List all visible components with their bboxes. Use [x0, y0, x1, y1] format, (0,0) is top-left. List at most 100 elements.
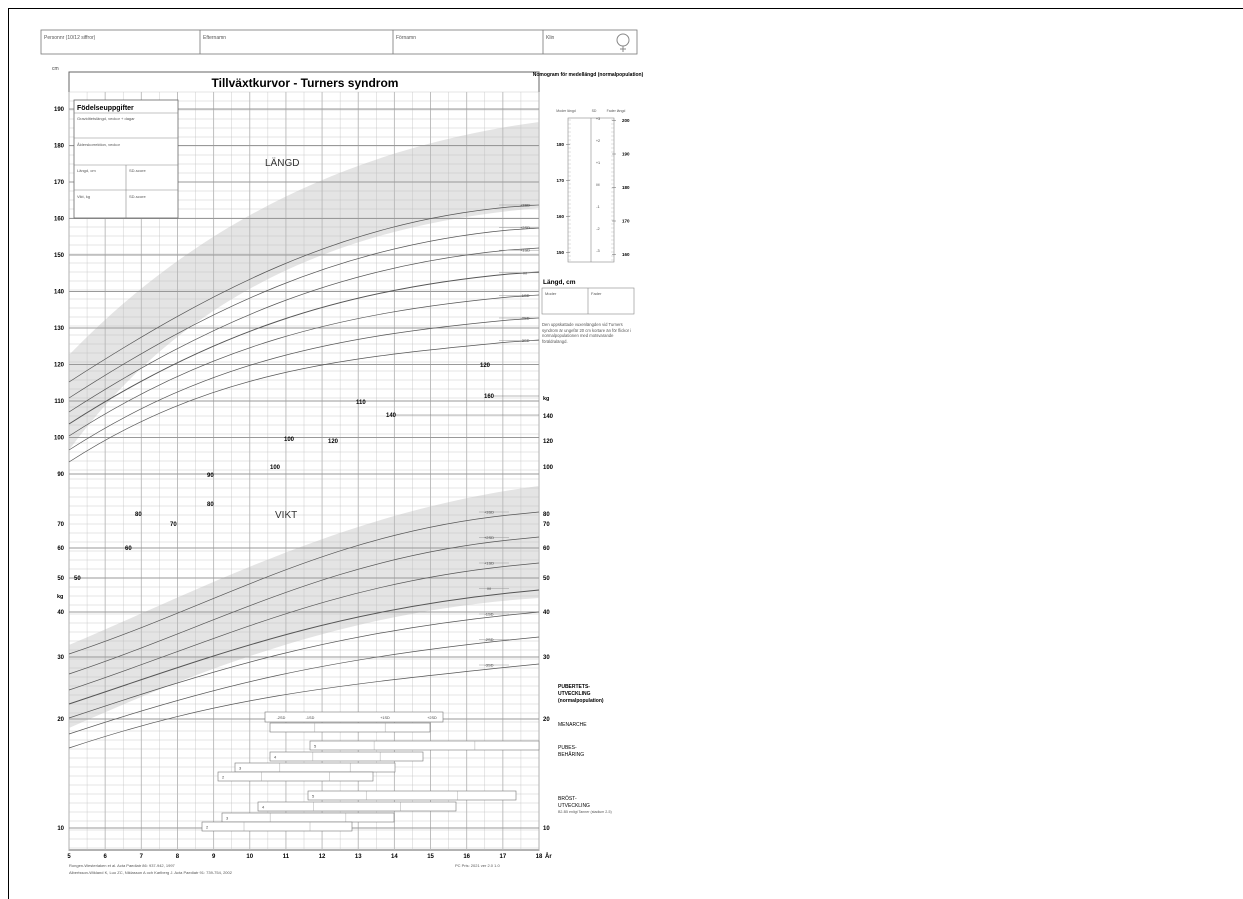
age-tick-label: 15 — [427, 854, 434, 860]
interior-scale-label: 50 — [74, 576, 81, 582]
birth-weight-label: Vikt, kg — [77, 194, 90, 199]
height-tick-label: 160 — [54, 217, 65, 223]
weight-tick-label-left: 60 — [57, 546, 64, 552]
personnr-field[interactable]: Personnr (10/12 siffror) — [44, 35, 96, 41]
height-tick-label: 150 — [54, 253, 65, 259]
pubes-label-1: PUBES- — [558, 745, 577, 751]
interior-scale-label: 120 — [480, 363, 491, 369]
nomogram-sd-value: -3 — [596, 249, 599, 253]
interior-scale-label: 100 — [284, 437, 295, 443]
nomogram-scales: 180 170 160 150 200 190 180 170 160 +3 +2 +1 M -1 -2 -3 — [556, 117, 630, 261]
interior-scale-label: 60 — [125, 546, 132, 552]
puberty-bar — [269, 722, 431, 733]
nomogram-sd-value: +2 — [596, 139, 600, 143]
right-extension-label: 120 — [543, 439, 554, 445]
age-tick-label: 18 — [536, 854, 543, 860]
brost-label-2: UTVECKLING — [558, 803, 590, 809]
height-sd-curve — [68, 339, 540, 463]
puberty-stage-label: 4 — [262, 805, 265, 810]
puberty-scale-tick: +2SD — [427, 716, 437, 720]
father-length-field[interactable]: Fader — [591, 291, 602, 296]
puberty-stage-label: 4 — [274, 755, 277, 760]
height-sd-label: M — [523, 270, 526, 275]
weight-tick-label-right: 40 — [543, 610, 550, 616]
patient-header: Personnr (10/12 siffror) Efternamn Förna… — [40, 29, 638, 55]
puberty-section: PUBERTETS- UTVECKLING (normalpopulation)… — [201, 684, 612, 832]
age-tick-label: 16 — [463, 854, 470, 860]
growth-curves — [68, 204, 540, 749]
weight-tick-label-left: 50 — [57, 576, 64, 582]
puberty-bar — [234, 762, 396, 773]
parent-height-nomogram: Nomogram för medellängd (normalpopulatio… — [533, 72, 644, 263]
title-bg — [72, 75, 537, 91]
puberty-stage-label: 5 — [312, 794, 315, 799]
weight-sd-curve — [68, 562, 540, 691]
height-section-label: LÄNGD — [265, 157, 299, 169]
puberty-title-1: PUBERTETS- — [558, 684, 590, 690]
mother-scale-value: 170 — [556, 178, 564, 183]
puberty-stage-label: 5 — [314, 744, 317, 749]
weight-tick-label-left: 20 — [57, 717, 64, 723]
page-border-top — [8, 8, 1243, 9]
age-tick-label: 13 — [355, 854, 362, 860]
puberty-stage-label: 3 — [226, 816, 229, 821]
weight-sd-label: -2SD — [484, 637, 493, 642]
father-col-label: Fader längd — [607, 109, 626, 113]
axis-labels: 190 180 170 160 150 140 130 120 110 100 90 70 60 50 40… — [54, 107, 552, 860]
weight-tick-label-right: 70 — [543, 522, 550, 528]
cm-unit-label: cm — [52, 66, 59, 72]
weight-tick-label-left: 10 — [57, 826, 64, 832]
height-sd-curve — [68, 247, 540, 413]
weight-tick-label-right: 80 — [543, 512, 550, 518]
brost-label-1: BRÖST- — [558, 795, 577, 802]
mother-length-field[interactable]: Moder — [545, 291, 557, 296]
weight-tick-label-left: 70 — [57, 522, 64, 528]
right-extension-label: 140 — [543, 414, 554, 420]
parent-length-box: Längd, cm Moder Fader — [541, 279, 635, 315]
nomogram-title: Nomogram för medellängd (normalpopulatio… — [533, 72, 644, 78]
page-border-left — [8, 8, 9, 899]
age-tick-label: 7 — [140, 854, 144, 860]
interior-scale-label: 100 — [270, 465, 281, 471]
mother-scale-value: 180 — [556, 142, 564, 147]
interior-scale-label: 90 — [207, 473, 214, 479]
kg-unit-label-right: kg — [543, 396, 549, 402]
age-unit-label: År — [545, 853, 552, 860]
age-correction-label: Ålderskorrektion, veckor — [77, 142, 121, 147]
turner-note: Den uppskattade vuxenlängden vid Turners… — [542, 322, 631, 344]
weight-section-label: VIKT — [275, 510, 297, 521]
menarche-scale-box — [264, 711, 444, 723]
birth-length-sd-label: SD-score — [129, 168, 146, 173]
weight-sd-label: +3SD — [484, 510, 494, 515]
weight-sd-label: M — [487, 586, 490, 591]
efternamn-field[interactable]: Efternamn — [203, 35, 226, 41]
father-scale-value: 160 — [622, 252, 630, 257]
weight-sd-curve — [68, 663, 540, 749]
nomogram-sd-value: -2 — [596, 227, 599, 231]
klin-field[interactable]: Klin — [546, 35, 555, 41]
height-sd-label: -1SD — [520, 293, 529, 298]
height-tick-label: 180 — [54, 144, 65, 150]
interior-scale-label: 160 — [484, 394, 495, 400]
weight-tick-label-left: 30 — [57, 655, 64, 661]
interior-scale-numbers: 120 160 110 140 100 120 100 90 80 80 70 60 50 140 120 1… — [74, 363, 554, 582]
sd-labels: +3SD +2SD +1SD M -1SD -2SD -3SD +3SD +2SD +1SD M -1… — [479, 203, 539, 668]
height-sd-curve — [68, 317, 540, 451]
puberty-bar — [221, 812, 395, 823]
weight-sd-label: -1SD — [484, 612, 493, 617]
weight-sd-label: -3SD — [484, 663, 493, 668]
puberty-bars: -2SD -1SD +1SD +2SD 5 4 3 2 5 4 3 2 — [201, 711, 540, 832]
puberty-title-3: (normalpopulation) — [558, 698, 604, 704]
reference-1: Rongen-Westerlaken et al. Acta Paediatr … — [69, 863, 176, 868]
chart-title: Tillväxtkurvor - Turners syndrom — [212, 76, 399, 90]
height-sd-label: +3SD — [520, 203, 530, 208]
weight-tick-label-right: 30 — [543, 655, 550, 661]
father-scale-value: 190 — [622, 152, 630, 157]
birth-weight-sd-label: SD-score — [129, 194, 146, 199]
form-code: PC Pris: 2021 ver 2.0 1.0 — [455, 863, 500, 868]
fornamn-field[interactable]: Förnamn — [396, 35, 416, 41]
puberty-bar — [309, 740, 540, 751]
height-tick-label: 130 — [54, 326, 65, 332]
weight-sd-curve — [68, 611, 540, 719]
